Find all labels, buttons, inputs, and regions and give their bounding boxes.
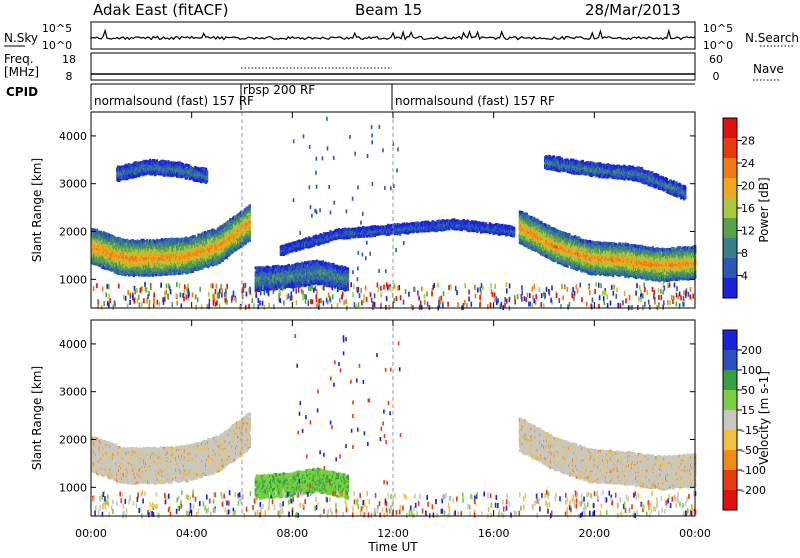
freq-label: Freq. [4,52,34,66]
nsky-trace [91,31,695,40]
nave-label: Nave [753,62,784,76]
radar-summary-plot: Adak East (fitACF) Beam 15 28/Mar/2013 N… [0,0,800,554]
echo-cell [347,267,349,270]
cpid-segment-3: normalsound (fast) 157 RF [395,94,555,108]
nsky-label: N.Sky [4,31,38,45]
nsky-tick-bottom: 10^0 [42,39,72,52]
cpid-label: CPID [6,85,38,99]
plot-title: Adak East (fitACF) [93,1,228,19]
nsky-strip-frame [91,22,695,49]
date-label: 28/Mar/2013 [585,1,681,19]
freq-tick-top: 18 [62,53,76,66]
echo-cell [249,220,251,223]
echo-cell [249,230,251,233]
nsearch-tick-bottom: 10^0 [703,39,733,52]
plot-canvas: Adak East (fitACF) Beam 15 28/Mar/2013 N… [0,0,800,554]
cpid-segment-1: normalsound (fast) 157 RF [94,94,254,108]
echo-cell [347,287,349,290]
nsearch-tick-top: 10^5 [703,22,733,35]
echo-cell [347,275,349,278]
freq-tick-bottom: 8 [66,70,73,83]
freq-unit-label: [MHz] [4,65,39,79]
nave-tick-bottom: 0 [713,70,720,83]
echo-cell [170,272,172,275]
echo-cell [249,217,251,220]
beam-label: Beam 15 [355,1,422,19]
power-heatmap [91,112,696,311]
nsky-tick-top: 10^5 [42,22,72,35]
cpid-segment-2: rbsp 200 RF [243,83,315,97]
echo-cell [347,278,349,281]
nsearch-label: N.Search [745,31,799,45]
echo-cell [249,204,251,207]
echo-cell [225,256,227,259]
freq-strip-frame [91,53,695,80]
nave-tick-top: 60 [709,53,723,66]
echo-cell [249,226,251,229]
